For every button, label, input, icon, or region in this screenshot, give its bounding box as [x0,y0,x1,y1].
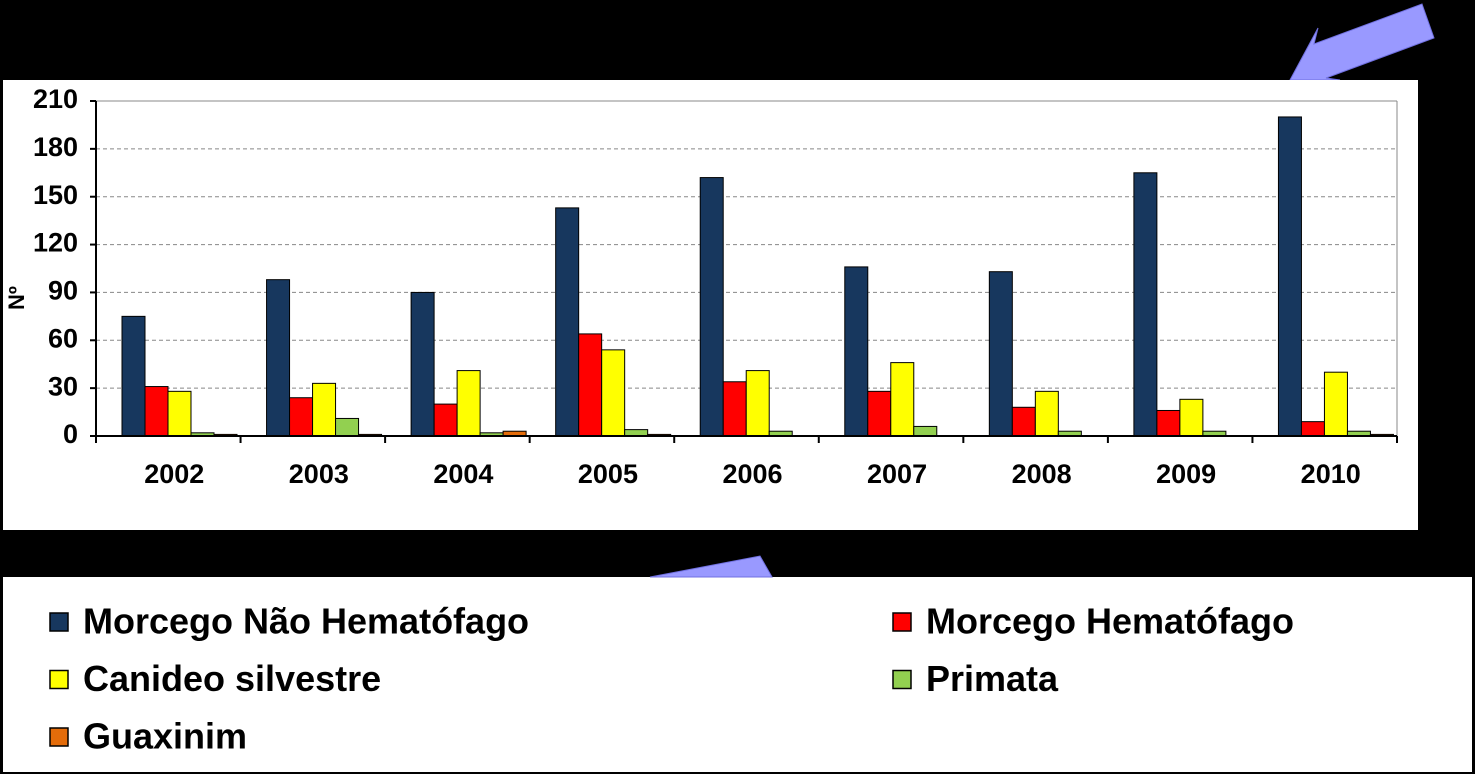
y-tick-label: 90 [48,276,78,306]
bar [1179,398,1204,437]
x-tick-label: 2002 [144,459,204,489]
legend-swatch [49,612,69,632]
y-tick-label: 60 [48,323,78,353]
legend-swatch [892,612,912,632]
bar [289,397,314,437]
legend-label: Canideo silvestre [83,658,381,699]
y-tick-label: 120 [33,228,78,258]
bar [1034,390,1059,437]
bar [1133,172,1158,437]
x-tick-label: 2006 [722,459,782,489]
bar [410,291,435,437]
bar [867,390,892,437]
bar [312,382,337,437]
arrow [1289,3,1435,81]
bar [1277,116,1302,437]
bar [699,177,724,437]
legend-swatch [892,669,912,690]
bar [745,370,770,437]
x-tick-label: 2005 [578,459,638,489]
legend-swatch [49,727,69,747]
bar [555,207,580,437]
x-tick-label: 2010 [1301,459,1361,489]
bar [167,390,192,437]
legend-swatch [49,669,69,690]
legend-label: Morcego Não Hematófago [83,601,529,642]
x-tick-label: 2003 [289,459,349,489]
bar [913,425,938,437]
bar [144,386,169,437]
bar [335,417,360,437]
x-tick-label: 2007 [867,459,927,489]
bar [601,349,626,437]
bar [1323,371,1348,437]
y-tick-label: 0 [63,419,78,449]
y-tick-label: 210 [33,84,78,114]
bar [722,381,747,437]
bar [578,333,603,437]
legend-panel [3,577,1472,772]
x-tick-label: 2008 [1012,459,1072,489]
bar [890,362,915,437]
y-tick-label: 30 [48,371,78,401]
legend-label: Morcego Hematófago [926,601,1294,642]
bar [988,271,1013,437]
bar [266,279,291,437]
arrow [649,555,773,578]
x-tick-label: 2009 [1156,459,1216,489]
bar [1300,421,1325,437]
y-axis-label: Nº [4,286,29,310]
legend-label: Primata [926,658,1059,699]
bar [1011,406,1036,437]
legend-label: Guaxinim [83,716,247,757]
bar [1156,409,1181,437]
y-tick-label: 180 [33,132,78,162]
bar [433,403,458,437]
bar [844,266,869,437]
y-tick-label: 150 [33,180,78,210]
bar [456,370,481,437]
bar [121,315,146,437]
x-tick-label: 2004 [433,459,493,489]
